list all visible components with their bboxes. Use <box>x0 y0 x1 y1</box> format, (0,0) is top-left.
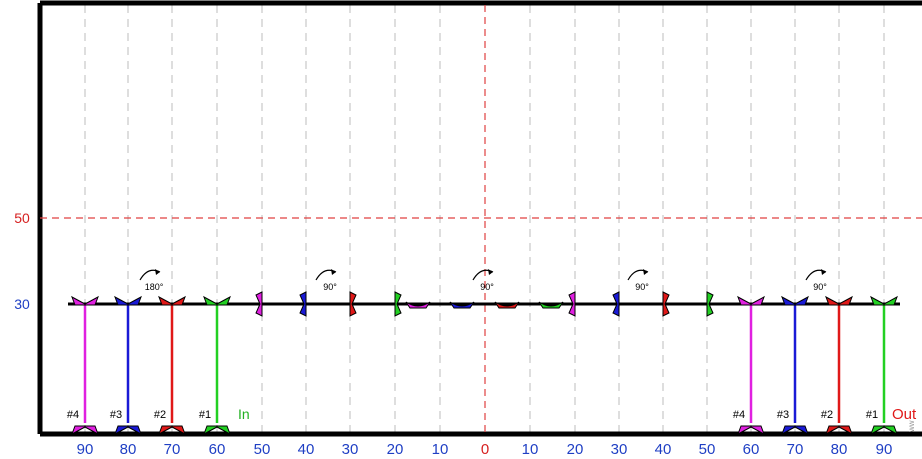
center-flat-marker <box>538 301 564 309</box>
in-item-id: #2 <box>154 409 166 421</box>
rotation-arrow-icon <box>139 269 161 281</box>
side-marker-right <box>706 291 714 317</box>
center-flat-marker <box>449 301 475 309</box>
in-top-marker-4 <box>71 295 99 306</box>
out-bottom-marker-3 <box>781 425 809 436</box>
rotation-label: 90° <box>323 282 337 292</box>
rotation-label: 90° <box>480 282 494 292</box>
x-tick-label: 40 <box>298 441 315 458</box>
watermark: ww <box>907 420 916 433</box>
side-marker-right <box>662 291 670 317</box>
out-item-id: #2 <box>821 409 833 421</box>
side-marker-left <box>255 291 263 317</box>
in-top-marker-1 <box>203 295 231 306</box>
x-tick-label: 30 <box>342 441 359 458</box>
in-item-id: #3 <box>110 409 122 421</box>
labels: 50 30 90 80 70 60 50 40 30 20 10 0 10 20 30 40 50 60 70 80 9… <box>14 210 917 458</box>
x-tick-label: 90 <box>876 441 893 458</box>
x-tick-label: 50 <box>699 441 716 458</box>
out-top-marker-3 <box>781 295 809 306</box>
y-axis-label: 30 <box>14 296 30 312</box>
rotation-label: 90° <box>635 282 649 292</box>
rotation-indicators: 180° 90° 90° 90° 90° <box>139 269 827 292</box>
x-tick-label: 60 <box>743 441 760 458</box>
in-item-id: #1 <box>199 409 211 421</box>
side-marker-left <box>299 291 307 317</box>
center-flat-marker <box>405 301 431 309</box>
x-tick-label: 30 <box>611 441 628 458</box>
x-tick-label: 40 <box>655 441 672 458</box>
x-tick-label: 70 <box>164 441 181 458</box>
center-flat-marker <box>494 301 520 309</box>
in-item-id: #4 <box>67 409 79 421</box>
x-tick-label: 80 <box>120 441 137 458</box>
x-tick-label: 10 <box>432 441 449 458</box>
in-bottom-marker-4 <box>71 425 99 436</box>
x-tick-label: 10 <box>522 441 539 458</box>
rotation-label: 180° <box>145 282 164 292</box>
in-bottom-marker-3 <box>114 425 142 436</box>
out-item-id: #4 <box>733 409 745 421</box>
x-tick-label: 20 <box>387 441 404 458</box>
out-top-marker-2 <box>825 295 853 306</box>
in-label: In <box>238 406 250 422</box>
in-bottom-marker-1 <box>203 425 231 436</box>
rotation-arrow-icon <box>472 269 494 281</box>
rotation-label: 90° <box>813 282 827 292</box>
side-marker-left <box>349 291 357 317</box>
x-tick-label: 90 <box>77 441 94 458</box>
out-item-id: #1 <box>866 409 878 421</box>
rotation-arrow-icon <box>627 269 649 281</box>
x-tick-label: 0 <box>481 441 489 458</box>
in-top-marker-3 <box>114 295 142 306</box>
station-markers <box>71 291 898 436</box>
side-marker-right <box>568 291 576 317</box>
rotation-arrow-icon <box>315 269 337 281</box>
x-tick-label: 80 <box>831 441 848 458</box>
out-bottom-marker-2 <box>825 425 853 436</box>
out-top-marker-4 <box>737 295 765 306</box>
in-bottom-marker-2 <box>158 425 186 436</box>
x-tick-label: 20 <box>567 441 584 458</box>
out-label: Out <box>892 406 917 423</box>
x-tick-label: 50 <box>254 441 271 458</box>
out-item-id: #3 <box>777 409 789 421</box>
y-axis-label: 50 <box>14 210 30 226</box>
in-top-marker-2 <box>158 295 186 306</box>
x-tick-label: 60 <box>209 441 226 458</box>
side-marker-right <box>612 291 620 317</box>
out-bottom-marker-4 <box>737 425 765 436</box>
out-bottom-marker-1 <box>870 425 898 436</box>
side-marker-left <box>394 291 402 317</box>
rotation-arrow-icon <box>805 269 827 281</box>
x-tick-label: 70 <box>787 441 804 458</box>
vertical-connectors <box>83 304 886 423</box>
out-top-marker-1 <box>870 295 898 306</box>
